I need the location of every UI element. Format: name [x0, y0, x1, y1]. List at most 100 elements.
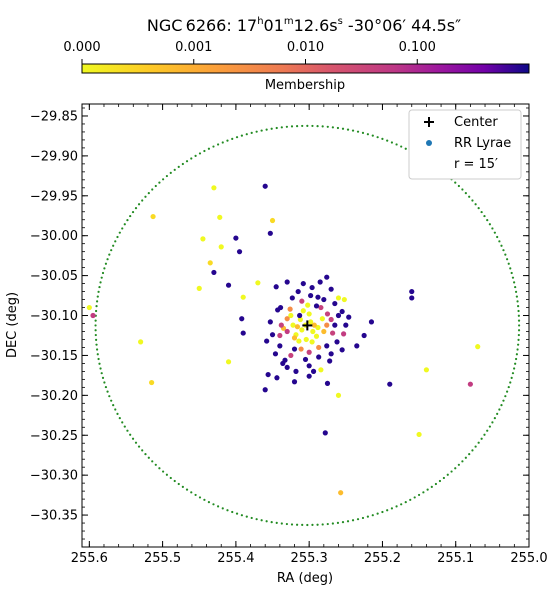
data-point	[280, 360, 286, 367]
circle-dot	[255, 518, 258, 521]
circle-dot	[270, 521, 273, 524]
data-point	[368, 319, 375, 325]
y-tick-label: −29.90	[30, 149, 78, 164]
data-point	[211, 269, 217, 276]
circle-dot	[510, 271, 513, 275]
circle-dot	[280, 126, 283, 129]
circle-dot	[162, 470, 165, 473]
circle-dot	[110, 399, 113, 402]
data-point	[269, 332, 276, 338]
circle-dot	[488, 425, 491, 428]
circle-dot	[488, 223, 491, 226]
circle-dot	[177, 482, 180, 486]
circle-dot	[212, 145, 215, 148]
circle-dot	[101, 376, 105, 379]
circle-dot	[116, 235, 119, 239]
circle-dot	[221, 507, 224, 510]
circle-dot	[471, 449, 474, 452]
circle-dot	[306, 124, 309, 127]
circle-dot	[509, 381, 512, 384]
circle-dot	[181, 162, 184, 166]
y-tick-label: −30.35	[30, 509, 78, 524]
circle-dot	[474, 203, 477, 206]
circle-dot	[226, 139, 229, 142]
circle-dot	[480, 210, 483, 214]
data-point	[298, 346, 304, 352]
y-tick-label: −30.10	[30, 309, 78, 324]
data-point	[217, 214, 223, 220]
data-point	[207, 260, 213, 266]
circle-dot	[477, 441, 480, 444]
data-point	[475, 344, 481, 350]
circle-dot	[94, 329, 97, 332]
data-point	[335, 295, 342, 301]
circle-dot	[517, 333, 520, 337]
data-point	[278, 322, 284, 328]
data-point	[316, 344, 322, 351]
data-point	[299, 327, 305, 333]
circle-dot	[260, 129, 263, 132]
data-point	[297, 312, 303, 319]
circle-dot	[502, 249, 505, 252]
circle-dot	[491, 227, 494, 230]
circle-dot	[181, 485, 184, 488]
circle-dot	[483, 214, 486, 218]
data-point	[328, 351, 334, 357]
circle-dot	[331, 522, 334, 525]
data-point	[341, 296, 347, 303]
circle-dot	[147, 456, 150, 459]
circle-dot	[511, 372, 515, 375]
circle-dot	[198, 496, 202, 499]
circle-dot	[97, 290, 100, 293]
circle-dot	[498, 408, 501, 411]
circle-dot	[112, 244, 115, 247]
data-point	[313, 333, 320, 339]
data-point	[313, 303, 320, 309]
circle-dot	[99, 281, 102, 284]
circle-dot	[517, 319, 521, 322]
circle-dot	[516, 348, 519, 351]
circle-dot	[226, 509, 229, 512]
data-point	[306, 349, 312, 355]
circle-dot	[361, 516, 365, 520]
circle-dot	[106, 258, 109, 261]
circle-dot	[480, 437, 483, 440]
circle-dot	[326, 522, 329, 526]
data-point	[318, 304, 324, 311]
circle-dot	[108, 395, 111, 398]
x-tick-label: 255.2	[364, 551, 401, 566]
data-point	[311, 322, 317, 328]
circle-dot	[96, 295, 99, 298]
circle-dot	[165, 473, 168, 476]
circle-dot	[517, 305, 520, 308]
circle-dot	[185, 160, 189, 163]
data-point	[322, 430, 328, 436]
circle-dot	[99, 367, 102, 370]
circle-dot	[154, 184, 157, 188]
circle-dot	[108, 253, 111, 256]
circle-dot	[426, 488, 429, 491]
circle-dot	[341, 521, 345, 524]
data-point	[303, 336, 309, 343]
data-point	[302, 356, 309, 363]
circle-dot	[95, 309, 98, 313]
data-point	[267, 319, 273, 325]
circle-dot	[280, 522, 283, 525]
circle-dot	[301, 124, 304, 128]
data-point	[284, 328, 290, 335]
y-axis: −29.85 −29.90 −29.95 −30.00 −30.05 −30.10 −30.…	[30, 107, 529, 540]
data-point	[211, 185, 217, 191]
data-point	[332, 322, 338, 328]
circle-dot	[104, 262, 108, 265]
circle-dot	[356, 130, 360, 133]
colorbar-ticks: 0.000 0.001 0.010 0.100	[63, 40, 436, 64]
y-tick-label: −30.00	[30, 229, 78, 244]
circle-dot	[158, 467, 161, 470]
circle-dot	[255, 130, 258, 133]
circle-dot	[250, 516, 253, 520]
data-point	[328, 286, 334, 292]
y-tick-label: −30.25	[30, 429, 78, 444]
circle-dot	[144, 195, 147, 198]
circle-dot	[361, 131, 365, 134]
circle-dot	[207, 147, 211, 150]
